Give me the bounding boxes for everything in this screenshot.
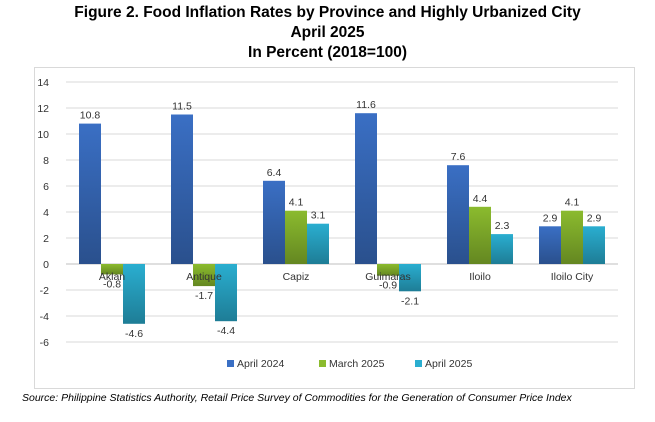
- bar: [171, 114, 193, 264]
- x-category-label: Antique: [186, 271, 222, 283]
- legend-swatch: [415, 360, 422, 367]
- legend-swatch: [227, 360, 234, 367]
- data-label: 2.9: [543, 212, 558, 224]
- x-category-label: Aklan: [99, 271, 125, 283]
- bar-chart: -6 -4 -2 0 2 4 6 8 10 12 14 10.8 -0.8 -4.6 Aklan 11.5 -1…: [37, 77, 618, 370]
- bar: [263, 180, 285, 264]
- bar: [123, 264, 145, 324]
- y-tick-label: 6: [43, 181, 49, 193]
- x-category-label: Iloilo: [469, 271, 491, 283]
- y-tick-label: 10: [37, 129, 49, 141]
- data-label: 4.4: [473, 193, 488, 205]
- bar: [79, 123, 101, 264]
- data-label: 11.5: [172, 101, 192, 113]
- y-tick-label: 0: [43, 259, 49, 271]
- chart-title-line3: In Percent (2018=100): [248, 44, 407, 61]
- bar: [193, 264, 215, 287]
- chart-area: -6 -4 -2 0 2 4 6 8 10 12 14 10.8 -0.8 -4.6 Aklan 11.5 -1…: [34, 67, 635, 389]
- y-tick-label: 12: [37, 103, 49, 115]
- y-tick-label: 14: [37, 77, 49, 89]
- source-note: Source: Philippine Statistics Authority,…: [22, 392, 572, 404]
- y-tick-label: 2: [43, 233, 49, 245]
- chart-title-line2: April 2025: [290, 24, 365, 41]
- legend-swatch: [319, 360, 326, 367]
- data-label: 10.8: [80, 110, 101, 122]
- x-category-label: Capiz: [283, 271, 310, 283]
- x-category-label: Iloilo City: [551, 271, 594, 283]
- bar: [101, 264, 123, 275]
- data-label: -4.6: [125, 328, 143, 340]
- legend-label: April 2024: [237, 358, 284, 370]
- data-label: -2.1: [401, 295, 419, 307]
- y-tick-label: 8: [43, 155, 49, 167]
- data-label: 7.6: [451, 151, 466, 163]
- y-tick-label: -6: [40, 337, 49, 349]
- bar: [561, 210, 583, 264]
- data-label: 4.1: [565, 197, 580, 209]
- bar: [539, 226, 561, 264]
- data-label: -0.8: [103, 278, 121, 290]
- bar: [491, 234, 513, 264]
- legend-label: April 2025: [425, 358, 472, 370]
- bar: [399, 264, 421, 292]
- y-tick-label: 4: [43, 207, 49, 219]
- bar: [215, 264, 237, 322]
- data-label: -0.9: [379, 280, 397, 292]
- bar: [447, 165, 469, 264]
- bar: [377, 264, 399, 276]
- legend-label: March 2025: [329, 358, 385, 370]
- y-tick-label: -4: [40, 311, 49, 323]
- data-label: -1.7: [195, 290, 213, 302]
- bar: [355, 113, 377, 264]
- bar: [307, 223, 329, 264]
- data-label: 2.3: [495, 220, 510, 232]
- bar: [583, 226, 605, 264]
- bar: [469, 206, 491, 264]
- x-category-label: Guimaras: [365, 271, 411, 283]
- bar: [285, 210, 307, 264]
- data-label: 6.4: [267, 167, 282, 179]
- data-label: -4.4: [217, 325, 235, 337]
- y-tick-label: -2: [40, 285, 49, 297]
- chart-title-line1: Figure 2. Food Inflation Rates by Provin…: [74, 4, 581, 21]
- data-label: 11.6: [356, 99, 376, 111]
- data-label: 3.1: [311, 210, 326, 222]
- data-label: 2.9: [587, 212, 602, 224]
- data-label: 4.1: [289, 197, 304, 209]
